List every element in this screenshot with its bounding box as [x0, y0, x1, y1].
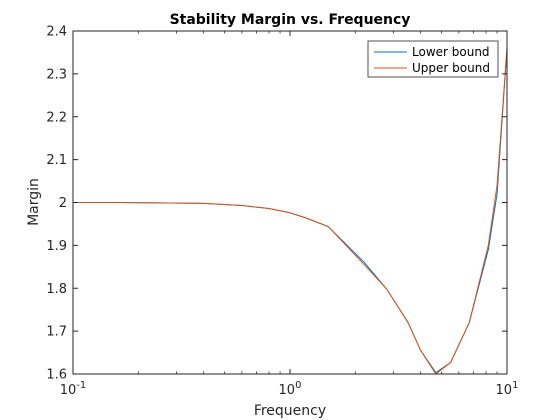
x-tick-label: 101 [496, 380, 519, 398]
legend-box [367, 40, 499, 78]
y-tick-label: 1.8 [46, 282, 67, 297]
y-tick-label: 1.6 [46, 368, 67, 383]
chart-title: Stability Margin vs. Frequency [170, 12, 411, 28]
y-tick-label: 2.1 [46, 153, 67, 168]
series-layer [73, 48, 508, 375]
y-tick-label: 2.3 [46, 67, 67, 82]
x-axis-label: Frequency [254, 403, 326, 419]
y-axis-label: Margin [26, 178, 42, 226]
legend-label-2: Upper bound [412, 61, 490, 75]
series-line-2 [73, 48, 508, 375]
y-tick-label: 2.2 [46, 110, 67, 125]
x-tick-label: 10-1 [60, 380, 87, 398]
x-tick-label: 100 [279, 380, 302, 398]
y-tick-label: 2.4 [46, 25, 67, 40]
y-tick-label: 2 [59, 196, 67, 211]
y-tick-label: 1.9 [46, 239, 67, 254]
y-tick-label: 1.7 [46, 325, 67, 340]
legend: Lower bound Upper bound [367, 40, 499, 78]
legend-label-1: Lower bound [412, 45, 490, 59]
tick-layer: 10-1 100 101 1.6 1.7 1.8 1.9 2 2.1 2.2 2.3 2.4 [46, 25, 518, 399]
